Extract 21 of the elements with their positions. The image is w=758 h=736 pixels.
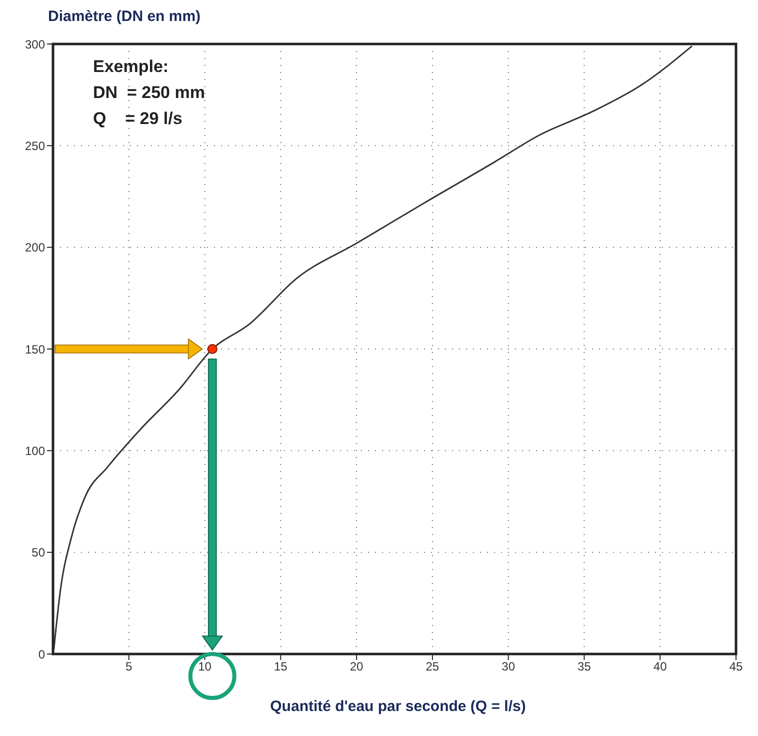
- x-tick-label: 40: [653, 660, 668, 674]
- y-tick-label: 200: [24, 240, 46, 255]
- chart-title: Diamètre (DN en mm): [47, 8, 202, 27]
- annotation: Exemple:: [93, 56, 170, 78]
- x-tick-label: 25: [426, 660, 440, 674]
- y-tick-label: 300: [24, 37, 46, 52]
- x-tick-label: 35: [578, 660, 592, 674]
- annotation: Q = 29 l/s: [93, 108, 184, 130]
- y-tick-label: 50: [32, 546, 46, 560]
- y-tick-label: 250: [24, 138, 46, 153]
- y-tick-label: 100: [24, 444, 46, 458]
- y-tick-label: 0: [38, 647, 46, 662]
- x-tick-label: 10: [198, 660, 212, 674]
- annotation: DN = 250 mm: [93, 82, 205, 104]
- x-tick-label: 45: [729, 660, 743, 674]
- y-tick-label: 150: [24, 342, 46, 356]
- x-tick-label: 20: [350, 660, 364, 674]
- x-tick-label: 30: [502, 660, 516, 674]
- x-tick-label: 15: [274, 660, 288, 674]
- x-axis-title: Quantité d'eau par seconde (Q = l/s): [269, 698, 527, 715]
- x-tick-label: 5: [126, 660, 133, 674]
